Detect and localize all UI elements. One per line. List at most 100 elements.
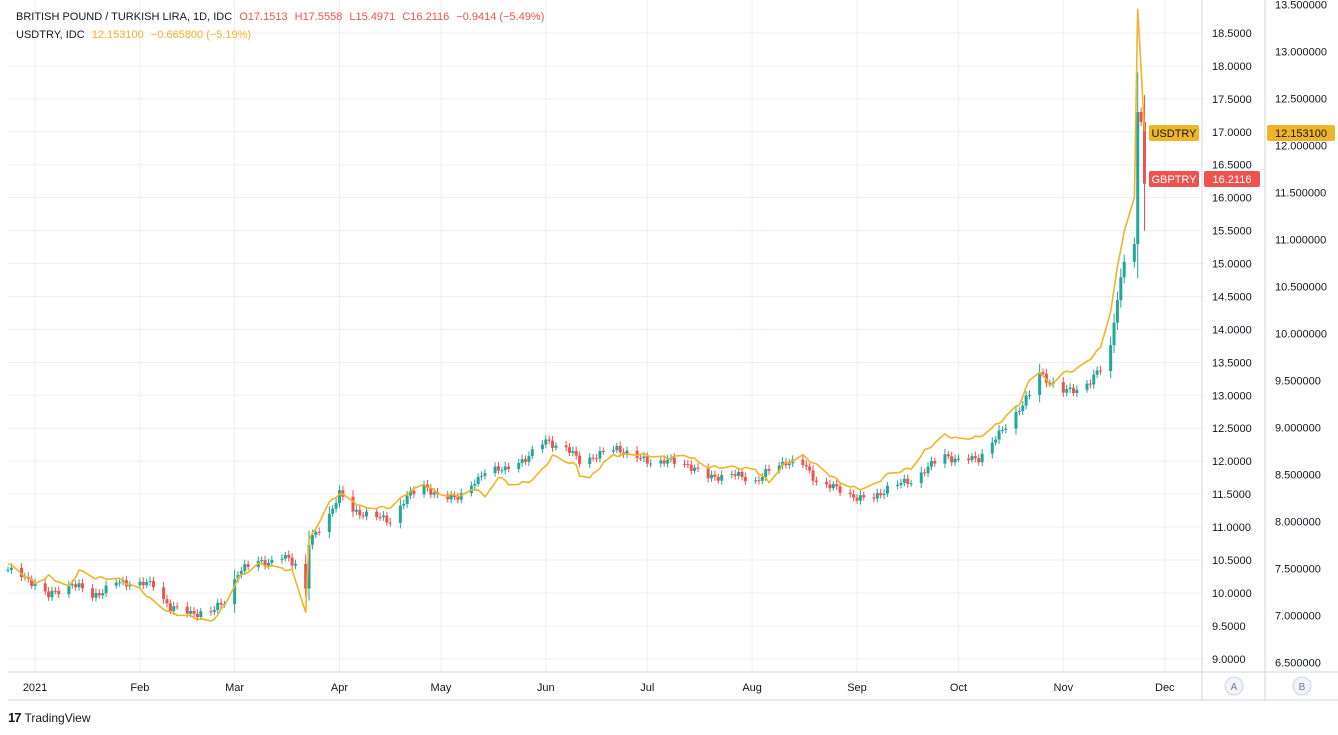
right-tick-label: 9.000000 <box>1275 423 1321 435</box>
scale-b-button[interactable] <box>1292 676 1312 696</box>
candle-body <box>615 445 619 451</box>
candle-body <box>365 511 369 517</box>
candle-body <box>175 606 179 608</box>
candle-body <box>1088 383 1092 385</box>
candle-body <box>287 555 291 558</box>
candle-body <box>872 497 876 499</box>
candle-body <box>172 606 176 611</box>
scale-buttons[interactable]: A B <box>1224 676 1312 696</box>
candle-body <box>973 456 977 459</box>
candle-body <box>243 564 247 572</box>
right-price-scale[interactable]: 6.500000 7.000000 7.500000 8.000000 8.500000… <box>1275 0 1327 670</box>
right-tick-label: 10.500000 <box>1275 282 1327 294</box>
candle-body <box>209 611 213 613</box>
left-tick-label: 11.0000 <box>1212 522 1251 534</box>
left-tick-label: 13.0000 <box>1212 390 1252 402</box>
candle-body <box>9 567 13 570</box>
left-tick-label: 12.0000 <box>1212 456 1252 468</box>
candle-body <box>567 447 571 453</box>
left-tick-label: 12.5000 <box>1212 423 1252 435</box>
candle-body <box>1027 394 1031 396</box>
second-series-change: −0.665800 (−5.19%) <box>150 29 252 41</box>
candle-body <box>1021 405 1025 412</box>
candle-body <box>635 450 639 458</box>
candle-body <box>990 442 994 454</box>
candle-body <box>104 585 108 594</box>
candle-body <box>980 453 984 463</box>
x-tick-label: Jul <box>640 682 654 694</box>
candle-body <box>239 571 243 575</box>
candle-body <box>388 522 392 524</box>
right-tick-label: 7.500000 <box>1275 564 1321 576</box>
main-change-value: −0.9414 (−5.49%) <box>456 11 545 23</box>
left-tick-label: 17.0000 <box>1212 127 1252 139</box>
candle-body <box>926 466 930 474</box>
candle-body <box>574 451 578 456</box>
candle-body <box>452 495 456 498</box>
candle-body <box>578 455 582 465</box>
right-tick-label: 11.500000 <box>1275 188 1326 200</box>
candle-body <box>686 464 690 466</box>
scale-a-button[interactable] <box>1224 676 1244 696</box>
candle-body <box>642 456 646 459</box>
left-tick-label: 14.5000 <box>1212 291 1252 303</box>
candle-body <box>740 471 744 478</box>
candle-body <box>290 557 294 566</box>
second-series-legend[interactable]: USDTRY, IDC 12.153100 −0.665800 (−5.19%) <box>16 29 255 41</box>
candle-body <box>1004 428 1008 430</box>
candle-body <box>185 606 189 614</box>
candle-body <box>507 466 511 469</box>
candle-body <box>449 495 453 500</box>
usdtry-name-tag-text: USDTRY <box>1151 128 1197 140</box>
right-tick-label: 8.500000 <box>1275 470 1321 482</box>
candle-body <box>524 459 528 462</box>
left-tick-label: 15.5000 <box>1212 226 1252 238</box>
right-tick-label: 9.500000 <box>1275 376 1321 388</box>
candle-body <box>682 463 686 465</box>
main-low-value: L15.4971 <box>349 11 396 23</box>
candle-body <box>138 581 142 586</box>
tradingview-logo[interactable]: 17 TradingView <box>8 710 91 725</box>
left-tick-label: 15.0000 <box>1212 259 1252 271</box>
candle-body <box>946 454 950 457</box>
x-tick-label: Oct <box>950 682 967 694</box>
candle-body <box>1139 112 1143 122</box>
candle-body <box>280 558 284 560</box>
candle-body <box>672 457 676 464</box>
right-tick-label: 11.000000 <box>1275 235 1326 247</box>
candle-body <box>141 581 145 586</box>
candle-body <box>20 567 24 578</box>
candle-body <box>879 492 883 496</box>
candle-body <box>706 468 710 479</box>
candle-body <box>53 590 57 592</box>
candle-body <box>713 474 717 477</box>
candle-body <box>733 474 737 476</box>
candle-body <box>47 591 51 598</box>
candle-body <box>361 515 365 517</box>
candle-body <box>855 497 859 501</box>
candle-body <box>875 492 879 499</box>
tradingview-logo-text: TradingView <box>24 710 91 725</box>
left-tick-label: 16.5000 <box>1212 160 1252 172</box>
candle-body <box>57 591 61 595</box>
x-tick-label: Nov <box>1054 682 1074 694</box>
candle-body <box>618 445 622 453</box>
main-series-legend[interactable]: BRITISH POUND / TURKISH LIRA, 1D, IDC O1… <box>16 11 548 23</box>
candle-body <box>351 496 355 512</box>
candle-body <box>977 458 981 463</box>
candle-body <box>1112 322 1116 346</box>
candle-body <box>848 492 852 495</box>
candle-body <box>314 531 318 536</box>
left-price-scale[interactable]: 9.0000 9.5000 10.0000 10.5000 11.0000 11.5000… <box>1212 28 1252 666</box>
candle-body <box>1092 374 1096 385</box>
candle-body <box>571 451 575 453</box>
candle-body <box>432 492 436 495</box>
candle-body <box>476 476 480 484</box>
candle-body <box>662 460 666 464</box>
candle-body <box>743 477 747 482</box>
candle-body <box>645 456 649 464</box>
candle-body <box>334 503 338 509</box>
candle-body <box>192 610 196 614</box>
candle-body <box>165 599 169 604</box>
